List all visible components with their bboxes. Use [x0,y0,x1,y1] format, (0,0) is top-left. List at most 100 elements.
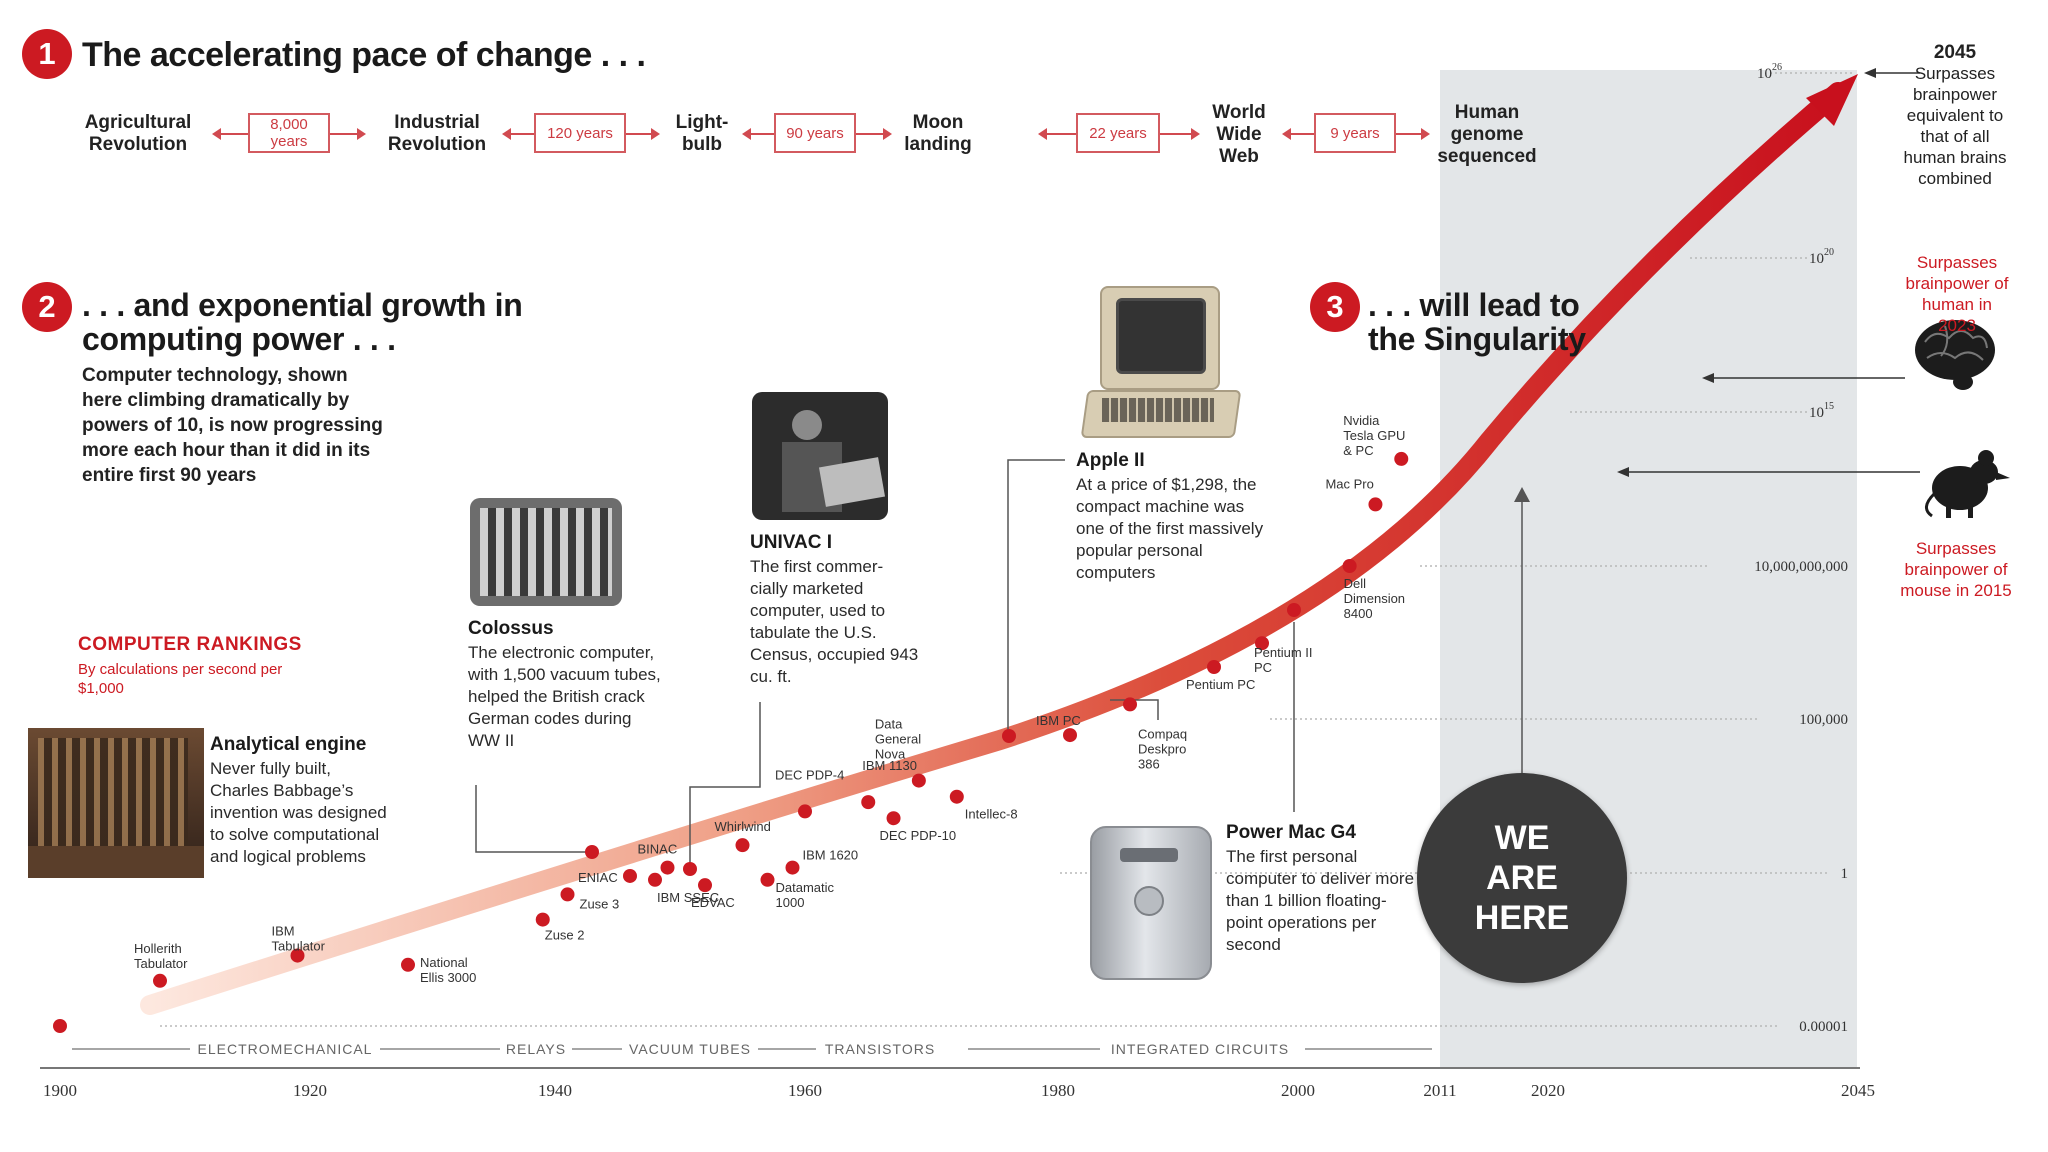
callout-text: Never fully built, Charles Babbage’s inv… [210,759,387,866]
curve-arrowhead [1806,74,1858,126]
data-point-label: Zuse 2 [545,928,585,943]
era-label: VACUUM TUBES [629,1041,751,1057]
callout-text: The first commer- cially marketed comput… [750,557,919,686]
data-point [683,862,697,876]
data-point [535,912,550,927]
brain-icon [1915,320,1995,390]
growth-curve [140,82,1848,1015]
section-2-badge: 2 [22,282,72,332]
x-tick-label: 1980 [1041,1081,1075,1100]
y-tick-label: 0.00001 [1799,1019,1848,1035]
data-point [911,773,926,788]
data-point-label: Pentium II PC [1254,645,1313,675]
x-tick-label: 2045 [1841,1081,1875,1100]
callout-connectors [475,459,1523,868]
data-point [1063,728,1077,743]
y-tick-label: 10,000,000,000 [1754,559,1848,575]
data-point-label: Pentium PC [1186,677,1255,692]
x-tick-label: 1960 [788,1081,822,1100]
y-tick-label: 100,000 [1799,712,1848,728]
callout-analytical-engine: Analytical engine Never fully built, Cha… [210,734,388,868]
data-point [153,973,167,988]
data-point [1287,603,1301,617]
data-point [1002,729,1016,743]
data-point-label: Data General Nova [875,717,921,762]
we-are-here-arrowhead [1514,487,1530,502]
annotation-human: Surpasses brainpower of human in 2023 [1905,253,2009,335]
annotation-2045-text: Surpasses brainpower equivalent to that … [1903,64,2007,188]
callout-title: Apple II [1076,450,1145,471]
event-lightbulb: Light- bulb [675,112,729,155]
data-point-label: EDVAC [691,895,735,910]
data-point-label: DEC PDP-10 [880,828,957,843]
event-moon: Moon landing [904,112,972,155]
data-point-label: National Ellis 3000 [420,955,476,985]
data-point-label: IBM 1620 [803,848,859,863]
callout-text: The electronic computer, with 1,500 vacu… [468,643,661,750]
section-3-title: . . . will lead to the Singularity [1368,287,1586,357]
data-point-label: BINAC [638,842,678,857]
callout-apple-ii: Apple II At a price of $1,298, the compa… [1076,450,1276,584]
era-label: INTEGRATED CIRCUITS [1111,1041,1289,1057]
data-point [648,872,662,887]
colossus-image [470,498,622,606]
power-mac-g4-image [1090,826,1212,980]
data-point [949,789,964,804]
data-point-label: Mac Pro [1325,476,1373,491]
data-point [886,811,901,826]
section-2-text: Computer technology, shown here climbing… [82,365,383,486]
gap-9-years: 9 years [1314,113,1396,153]
gap-90-years: 90 years [774,113,856,153]
apple-ii-image [1080,286,1242,446]
data-point-label: Hollerith Tabulator [134,941,188,971]
x-tick-label: 1900 [43,1081,77,1100]
data-point-label: IBM Tabulator [272,924,326,954]
annotation-2045: 2045 Surpasses brainpower equivalent to … [1900,42,2010,189]
data-point [861,795,876,810]
data-point [698,878,712,893]
data-point [1255,636,1269,651]
data-point-label: DEC PDP-4 [775,767,844,782]
callout-power-mac-g4: Power Mac G4 The first personal computer… [1226,822,1416,956]
data-point [1368,497,1383,512]
data-point [760,872,775,887]
event-industrial: Industrial Revolution [387,112,487,155]
callout-title: UNIVAC I [750,532,832,553]
section-1-badge: 1 [22,29,72,79]
annotation-pointers [1622,72,1920,473]
data-point-label: Compaq Deskpro 386 [1138,726,1187,771]
event-agricultural: Agricultural Revolution [84,112,192,155]
data-point-label: Nvidia Tesla GPU & PC [1343,413,1405,458]
data-point [660,860,675,875]
data-point-label: Dell Dimension 8400 [1344,576,1405,621]
data-point [1207,660,1221,675]
annotation-mouse: Surpasses brainpower of mouse in 2015 [1900,539,2012,600]
data-point-label: Datamatic 1000 [776,880,835,910]
section-3-badge: 3 [1310,282,1360,332]
gap-120-years: 120 years [534,113,626,153]
analytical-engine-image [28,728,204,878]
data-point [1123,697,1137,712]
x-tick-label: 2011 [1423,1081,1456,1100]
annotation-2045-year: 2045 [1933,42,1977,63]
event-www: World Wide Web [1212,102,1266,167]
y-tick-label: 1 [1841,866,1849,882]
era-label: TRANSISTORS [825,1041,935,1057]
data-point [401,957,415,972]
callout-title: Colossus [468,618,554,639]
univac-image [752,392,888,520]
we-are-here-label: WE ARE HERE [1474,819,1570,937]
data-point-label: Zuse 3 [580,896,620,911]
data-point-label: IBM PC [1036,713,1081,728]
x-tick-label: 2020 [1531,1081,1565,1100]
data-point-label: IBM 1130 [862,758,917,773]
data-point [560,887,575,902]
mouse-icon [1925,450,2010,518]
data-point-label: Intellec-8 [965,807,1018,822]
callout-text: At a price of $1,298, the compact machin… [1076,475,1264,582]
data-point [623,868,637,883]
rankings-title: COMPUTER RANKINGS [78,634,302,655]
data-point [798,804,812,819]
